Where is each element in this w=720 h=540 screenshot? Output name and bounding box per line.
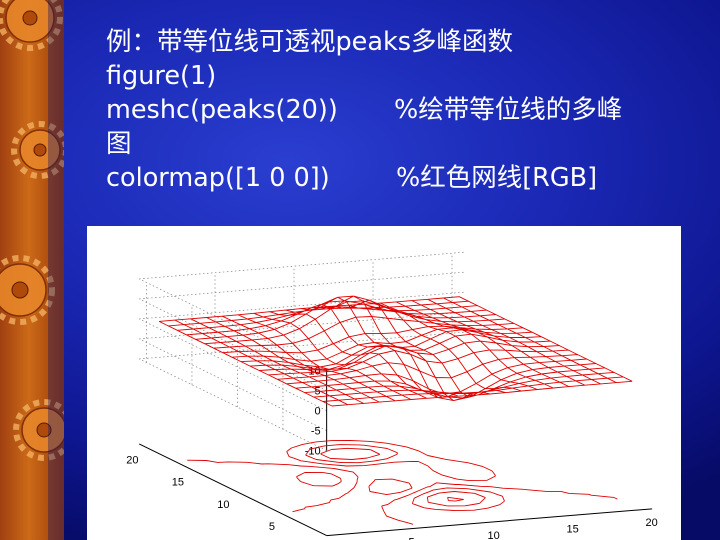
code-text: 图 bbox=[106, 129, 132, 159]
code-text: meshc(peaks(20)) bbox=[106, 95, 338, 125]
contour-line bbox=[320, 447, 381, 460]
code-line-2: meshc(peaks(20)) %绘带等位线的多峰 bbox=[106, 93, 706, 127]
grid-line bbox=[139, 278, 327, 371]
code-text: figure(1) bbox=[106, 61, 217, 91]
y-axis-line bbox=[138, 443, 327, 537]
x-axis-line bbox=[326, 508, 653, 537]
code-comment: %红色网线[RGB] bbox=[396, 163, 598, 193]
contour-line bbox=[286, 440, 496, 496]
grid-line bbox=[139, 338, 327, 431]
y-tick-label: 15 bbox=[172, 477, 184, 489]
mesh-surface bbox=[158, 295, 633, 407]
code-comment: %绘带等位线的多峰 bbox=[394, 95, 623, 125]
grid-line bbox=[139, 331, 465, 360]
grid-line bbox=[139, 298, 327, 391]
slide-title: 例：带等位线可透视peaks多峰函数 bbox=[106, 27, 514, 57]
grid-line bbox=[139, 291, 465, 320]
grid-line bbox=[139, 358, 327, 451]
z-tick-label: -10 bbox=[305, 446, 321, 458]
grid-line bbox=[139, 271, 465, 300]
slide-text: 例：带等位线可透视peaks多峰函数 figure(1) meshc(peaks… bbox=[106, 25, 706, 195]
x-tick-label: 5 bbox=[408, 536, 414, 540]
y-tick-label: 10 bbox=[217, 499, 229, 511]
y-tick-label: 5 bbox=[269, 521, 275, 533]
contour-line bbox=[296, 472, 505, 512]
contour-line bbox=[187, 459, 618, 525]
grid-line bbox=[139, 318, 327, 411]
x-tick-label: 15 bbox=[566, 523, 578, 535]
code-line-4: colormap([1 0 0]) %红色网线[RGB] bbox=[106, 161, 706, 195]
y-tick-label: 20 bbox=[126, 454, 138, 466]
x-tick-label: 10 bbox=[487, 530, 499, 540]
contour-line bbox=[426, 491, 486, 507]
contour-line bbox=[305, 444, 399, 464]
code-line-1: figure(1) bbox=[106, 59, 706, 93]
contour-line bbox=[447, 496, 464, 502]
code-text: colormap([1 0 0]) bbox=[106, 163, 330, 193]
z-tick-label: 0 bbox=[315, 406, 321, 418]
grid-line bbox=[139, 251, 465, 280]
x-tick-label: 20 bbox=[645, 517, 657, 529]
code-line-3: 图 bbox=[106, 127, 706, 161]
z-tick-label: -5 bbox=[311, 426, 321, 438]
gear-decoration bbox=[0, 0, 64, 540]
